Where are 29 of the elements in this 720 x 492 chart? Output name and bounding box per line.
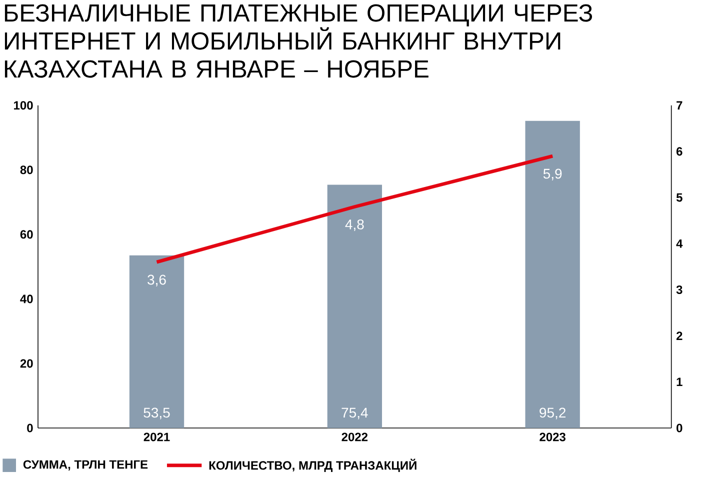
- y-tick-label: 40: [20, 294, 33, 304]
- x-tick-label: 2021: [144, 432, 170, 442]
- y-tick-label: 60: [20, 230, 33, 239]
- y-tick-label: 20: [20, 359, 33, 368]
- y2-tick-label: 6: [676, 147, 682, 156]
- y-tick-label: 80: [20, 166, 33, 174]
- y2-tick-label: 4: [676, 239, 683, 248]
- legend-label: СУММА, ТРЛН ТЕНГЕ: [23, 460, 148, 470]
- chart-title: БЕЗНАЛИЧНЫЕ ПЛАТЕЖНЫЕ ОПЕРАЦИИ ЧЕРЕЗ ИНТЕРНЕТ И МОБИЛЬНЫЙ БАНКИНГ ВНУТРИ КАЗАХСТАНА В ЯНВАРЕ – НОЯБРЕ: [4, 4, 592, 78]
- bar: [129, 255, 184, 428]
- data-label: 95,2: [540, 408, 566, 420]
- data-label: 75,4: [342, 408, 368, 420]
- y2-tick-label: 1: [676, 378, 682, 386]
- y2-tick-label: 3: [676, 285, 682, 294]
- data-label: 5,9: [543, 168, 562, 180]
- data-label: 53,5: [144, 408, 170, 420]
- y2-tick-label: 0: [676, 424, 682, 432]
- x-tick-label: 2022: [342, 432, 368, 442]
- bar: [327, 184, 382, 428]
- y-tick-label: 100: [14, 101, 33, 110]
- legend-label: КОЛИЧЕСТВО, МЛРД ТРАНЗАКЦИЙ: [209, 458, 416, 472]
- x-tick-label: 2023: [540, 432, 566, 442]
- data-label: 4,8: [345, 219, 364, 232]
- data-label: 3,6: [148, 274, 166, 286]
- y2-tick-label: 7: [676, 101, 682, 110]
- y2-tick-label: 5: [676, 193, 682, 202]
- y2-tick-label: 2: [676, 332, 682, 340]
- bar: [525, 120, 580, 428]
- y-tick-label: 0: [27, 424, 33, 432]
